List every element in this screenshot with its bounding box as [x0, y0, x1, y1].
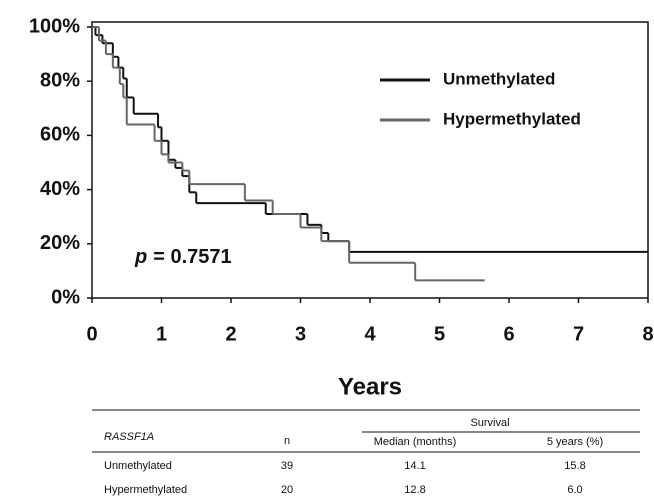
survival-curve: [92, 26, 485, 282]
table-header: 5 years (%): [547, 436, 603, 448]
y-tick-label: 20%: [40, 232, 80, 254]
table-cell: 39: [281, 460, 293, 472]
table-cell: Unmethylated: [104, 460, 172, 472]
x-tick-label: 0: [86, 323, 97, 345]
table-rules: [92, 409, 640, 453]
table-stub-header: RASSF1A: [104, 431, 154, 443]
table-cell: 15.8: [564, 460, 585, 472]
survival-curve: [92, 26, 648, 253]
p-symbol: p: [134, 246, 147, 268]
x-tick-label: 1: [156, 323, 167, 345]
table-cell: Hypermethylated: [104, 484, 187, 496]
x-tick-label: 6: [503, 323, 514, 345]
table-cell: 20: [281, 484, 293, 496]
y-tick-label: 100%: [29, 15, 80, 37]
x-axis-label: Years: [338, 373, 402, 400]
x-tick-label: 3: [295, 323, 306, 345]
x-tick-label: 8: [642, 323, 653, 345]
p-text: = 0.7571: [153, 246, 231, 268]
table-cell: 6.0: [567, 484, 582, 496]
legend-label: Hypermethylated: [443, 109, 581, 128]
x-tick-label: 7: [573, 323, 584, 345]
y-tick-label: 60%: [40, 124, 80, 146]
legend-label: Unmethylated: [443, 69, 555, 88]
y-tick-label: 0%: [51, 286, 80, 308]
table-cell: 14.1: [404, 460, 425, 472]
table-header: Median (months): [374, 436, 457, 448]
table-cell: 12.8: [404, 484, 425, 496]
table-group-header: Survival: [470, 417, 509, 429]
x-tick-label: 4: [364, 323, 376, 345]
p-value: p = 0.7571: [134, 246, 232, 268]
table-n-header: n: [284, 435, 290, 447]
x-tick-label: 2: [225, 323, 236, 345]
y-tick-label: 80%: [40, 69, 80, 91]
x-tick-label: 5: [434, 323, 445, 345]
y-tick-label: 40%: [40, 178, 80, 200]
